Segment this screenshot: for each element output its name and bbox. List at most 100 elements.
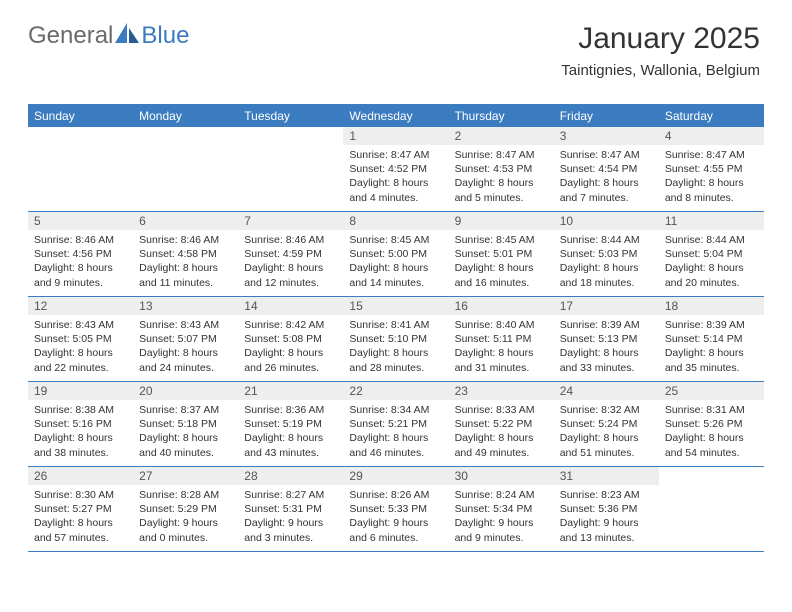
day-cell bbox=[659, 467, 764, 551]
day-number: 31 bbox=[554, 467, 659, 485]
day-number: 8 bbox=[343, 212, 448, 230]
day-details: Sunrise: 8:36 AMSunset: 5:19 PMDaylight:… bbox=[244, 403, 337, 460]
daylight1-text: Daylight: 8 hours bbox=[349, 431, 442, 445]
daylight2-text: and 6 minutes. bbox=[349, 531, 442, 545]
daylight2-text: and 35 minutes. bbox=[665, 361, 758, 375]
day-cell: 8Sunrise: 8:45 AMSunset: 5:00 PMDaylight… bbox=[343, 212, 448, 296]
sunset-text: Sunset: 5:29 PM bbox=[139, 502, 232, 516]
sunrise-text: Sunrise: 8:42 AM bbox=[244, 318, 337, 332]
daylight2-text: and 16 minutes. bbox=[455, 276, 548, 290]
day-cell: 12Sunrise: 8:43 AMSunset: 5:05 PMDayligh… bbox=[28, 297, 133, 381]
weekday-label: Monday bbox=[133, 105, 238, 127]
sunrise-text: Sunrise: 8:27 AM bbox=[244, 488, 337, 502]
calendar: Sunday Monday Tuesday Wednesday Thursday… bbox=[28, 104, 764, 552]
daylight2-text: and 0 minutes. bbox=[139, 531, 232, 545]
day-number: 13 bbox=[133, 297, 238, 315]
sunrise-text: Sunrise: 8:30 AM bbox=[34, 488, 127, 502]
day-details: Sunrise: 8:41 AMSunset: 5:10 PMDaylight:… bbox=[349, 318, 442, 375]
day-details: Sunrise: 8:47 AMSunset: 4:55 PMDaylight:… bbox=[665, 148, 758, 205]
day-number: 17 bbox=[554, 297, 659, 315]
day-number: 5 bbox=[28, 212, 133, 230]
daylight2-text: and 14 minutes. bbox=[349, 276, 442, 290]
daylight2-text: and 11 minutes. bbox=[139, 276, 232, 290]
day-cell: 14Sunrise: 8:42 AMSunset: 5:08 PMDayligh… bbox=[238, 297, 343, 381]
daylight2-text: and 46 minutes. bbox=[349, 446, 442, 460]
sunset-text: Sunset: 5:27 PM bbox=[34, 502, 127, 516]
daylight1-text: Daylight: 9 hours bbox=[455, 516, 548, 530]
day-cell: 9Sunrise: 8:45 AMSunset: 5:01 PMDaylight… bbox=[449, 212, 554, 296]
daylight2-text: and 57 minutes. bbox=[34, 531, 127, 545]
weekday-label: Sunday bbox=[28, 105, 133, 127]
day-number: 19 bbox=[28, 382, 133, 400]
day-cell: 20Sunrise: 8:37 AMSunset: 5:18 PMDayligh… bbox=[133, 382, 238, 466]
sunset-text: Sunset: 5:26 PM bbox=[665, 417, 758, 431]
sunset-text: Sunset: 5:04 PM bbox=[665, 247, 758, 261]
day-details: Sunrise: 8:27 AMSunset: 5:31 PMDaylight:… bbox=[244, 488, 337, 545]
day-details: Sunrise: 8:32 AMSunset: 5:24 PMDaylight:… bbox=[560, 403, 653, 460]
week-row: 12Sunrise: 8:43 AMSunset: 5:05 PMDayligh… bbox=[28, 297, 764, 382]
day-number: 7 bbox=[238, 212, 343, 230]
daylight1-text: Daylight: 8 hours bbox=[349, 261, 442, 275]
day-number: 30 bbox=[449, 467, 554, 485]
weekday-label: Friday bbox=[554, 105, 659, 127]
daylight2-text: and 9 minutes. bbox=[455, 531, 548, 545]
brand-logo: General Blue bbox=[28, 22, 189, 50]
daylight1-text: Daylight: 8 hours bbox=[34, 516, 127, 530]
day-details: Sunrise: 8:46 AMSunset: 4:56 PMDaylight:… bbox=[34, 233, 127, 290]
sunset-text: Sunset: 4:53 PM bbox=[455, 162, 548, 176]
daylight2-text: and 49 minutes. bbox=[455, 446, 548, 460]
sunrise-text: Sunrise: 8:26 AM bbox=[349, 488, 442, 502]
day-cell bbox=[238, 127, 343, 211]
day-cell bbox=[133, 127, 238, 211]
sunset-text: Sunset: 5:18 PM bbox=[139, 417, 232, 431]
location-text: Taintignies, Wallonia, Belgium bbox=[561, 62, 760, 79]
daylight2-text: and 9 minutes. bbox=[34, 276, 127, 290]
day-cell: 30Sunrise: 8:24 AMSunset: 5:34 PMDayligh… bbox=[449, 467, 554, 551]
sunset-text: Sunset: 5:21 PM bbox=[349, 417, 442, 431]
day-details: Sunrise: 8:30 AMSunset: 5:27 PMDaylight:… bbox=[34, 488, 127, 545]
daylight1-text: Daylight: 8 hours bbox=[560, 346, 653, 360]
daylight2-text: and 33 minutes. bbox=[560, 361, 653, 375]
daylight1-text: Daylight: 8 hours bbox=[139, 431, 232, 445]
sunrise-text: Sunrise: 8:46 AM bbox=[34, 233, 127, 247]
day-cell: 5 Sunrise: 8:46 AMSunset: 4:56 PMDaylight… bbox=[28, 212, 133, 296]
week-row: 5 Sunrise: 8:46 AMSunset: 4:56 PMDaylight… bbox=[28, 212, 764, 297]
daylight1-text: Daylight: 8 hours bbox=[244, 431, 337, 445]
week-row: 19 Sunrise: 8:38 AMSunset: 5:16 PMDayligh… bbox=[28, 382, 764, 467]
daylight2-text: and 28 minutes. bbox=[349, 361, 442, 375]
day-cell: 19 Sunrise: 8:38 AMSunset: 5:16 PMDayligh… bbox=[28, 382, 133, 466]
day-cell bbox=[28, 127, 133, 211]
day-details: Sunrise: 8:38 AMSunset: 5:16 PMDaylight:… bbox=[34, 403, 127, 460]
daylight2-text: and 43 minutes. bbox=[244, 446, 337, 460]
day-details: Sunrise: 8:45 AMSunset: 5:01 PMDaylight:… bbox=[455, 233, 548, 290]
daylight2-text: and 20 minutes. bbox=[665, 276, 758, 290]
sunrise-text: Sunrise: 8:32 AM bbox=[560, 403, 653, 417]
daylight2-text: and 24 minutes. bbox=[139, 361, 232, 375]
weekday-label: Tuesday bbox=[238, 105, 343, 127]
daylight1-text: Daylight: 8 hours bbox=[665, 431, 758, 445]
day-cell: 17Sunrise: 8:39 AMSunset: 5:13 PMDayligh… bbox=[554, 297, 659, 381]
calendar-body: 1Sunrise: 8:47 AMSunset: 4:52 PMDaylight… bbox=[28, 127, 764, 552]
day-number: 6 bbox=[133, 212, 238, 230]
day-details: Sunrise: 8:37 AMSunset: 5:18 PMDaylight:… bbox=[139, 403, 232, 460]
sunset-text: Sunset: 5:05 PM bbox=[34, 332, 127, 346]
day-cell: 11Sunrise: 8:44 AMSunset: 5:04 PMDayligh… bbox=[659, 212, 764, 296]
weekday-label: Thursday bbox=[449, 105, 554, 127]
sunrise-text: Sunrise: 8:37 AM bbox=[139, 403, 232, 417]
weekday-header: Sunday Monday Tuesday Wednesday Thursday… bbox=[28, 105, 764, 127]
day-details: Sunrise: 8:47 AMSunset: 4:54 PMDaylight:… bbox=[560, 148, 653, 205]
sunrise-text: Sunrise: 8:33 AM bbox=[455, 403, 548, 417]
day-cell: 18Sunrise: 8:39 AMSunset: 5:14 PMDayligh… bbox=[659, 297, 764, 381]
daylight2-text: and 54 minutes. bbox=[665, 446, 758, 460]
sunrise-text: Sunrise: 8:46 AM bbox=[244, 233, 337, 247]
sunrise-text: Sunrise: 8:44 AM bbox=[560, 233, 653, 247]
sunrise-text: Sunrise: 8:24 AM bbox=[455, 488, 548, 502]
day-details: Sunrise: 8:47 AMSunset: 4:52 PMDaylight:… bbox=[349, 148, 442, 205]
sunset-text: Sunset: 5:08 PM bbox=[244, 332, 337, 346]
sunset-text: Sunset: 5:07 PM bbox=[139, 332, 232, 346]
day-number: 10 bbox=[554, 212, 659, 230]
sunset-text: Sunset: 5:22 PM bbox=[455, 417, 548, 431]
sunset-text: Sunset: 4:55 PM bbox=[665, 162, 758, 176]
day-number: 4 bbox=[659, 127, 764, 145]
daylight1-text: Daylight: 8 hours bbox=[455, 176, 548, 190]
